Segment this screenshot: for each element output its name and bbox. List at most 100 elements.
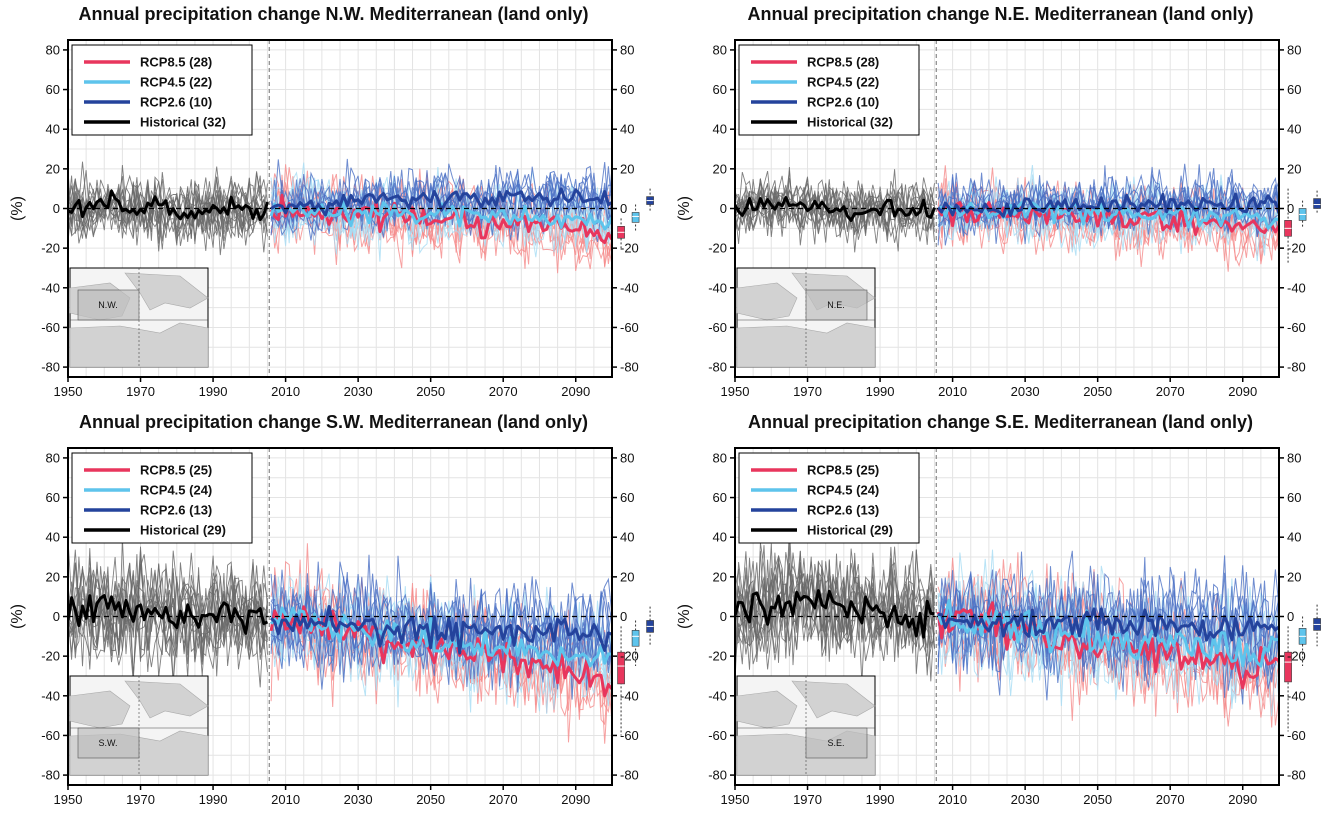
y-tick-label-left: 0: [53, 201, 60, 216]
legend-box: [738, 452, 920, 544]
ensemble-means: [68, 187, 612, 245]
map-landmass: [124, 680, 209, 719]
plot-area: 1950 1970 1990 2010 2030 2050 2070 2090 80 80 60 60…: [9, 39, 654, 399]
boxplot: [1284, 188, 1292, 265]
y-tick-label-left: 20: [46, 161, 60, 176]
y-tick-label-right: 80: [1287, 450, 1301, 465]
y-tick-label-left: 40: [46, 530, 60, 545]
ensemble-member-line: [735, 552, 935, 665]
boxplot-box: [1313, 198, 1321, 209]
y-tick-label-right: -40: [1287, 280, 1306, 295]
legend-box: [738, 44, 920, 136]
ensemble-member-line: [937, 572, 1279, 698]
x-tick-label: 2090: [561, 384, 590, 399]
ensemble-mean-line: [269, 605, 612, 698]
boxplot: [1298, 200, 1307, 229]
legend-label: RCP2.6 (10): [807, 95, 879, 110]
chart-title: Annual precipitation change N.W. Mediter…: [78, 4, 589, 24]
boxplot-box: [631, 630, 640, 647]
map-region-highlight: [805, 727, 868, 759]
ensemble-member-line: [735, 548, 935, 682]
boxplot-box: [631, 212, 640, 223]
ensemble-member-line: [270, 171, 612, 237]
y-tick-label-left: -20: [708, 649, 727, 664]
legend: RCP8.5 (25) RCP4.5 (24) RCP2.6 (13) Histori…: [738, 452, 920, 544]
y-tick-label-left: -20: [41, 241, 60, 256]
ensemble-member-line: [735, 170, 935, 246]
ensemble-member-line: [270, 166, 612, 262]
ensemble-means: [68, 594, 612, 698]
y-tick-label-right: 60: [1287, 82, 1301, 97]
y-tick-label-left: -80: [41, 768, 60, 783]
ensemble-mean-line: [68, 594, 269, 635]
y-tick-label-right: 40: [620, 122, 634, 137]
ensemble-member-line: [68, 550, 268, 683]
map-landmass: [736, 690, 798, 729]
ensemble-member-line: [735, 166, 935, 243]
x-tick-label: 2070: [1156, 384, 1185, 399]
ensemble-member-line: [68, 562, 268, 663]
map-region-label: S.W.: [98, 738, 117, 748]
boxplot: [631, 204, 640, 233]
legend-label: Historical (32): [807, 115, 893, 130]
y-tick-label-right: -60: [620, 320, 639, 335]
ensemble-mean-line: [68, 189, 269, 222]
y-tick-label-left: 80: [713, 450, 727, 465]
x-tick-label: 2070: [489, 792, 518, 807]
x-tick-label: 2090: [1228, 792, 1257, 807]
ensemble-mean-line: [735, 589, 935, 639]
boxplot: [1298, 616, 1307, 667]
x-tick-label: 2050: [1083, 792, 1112, 807]
y-tick-label-left: 40: [713, 122, 727, 137]
x-tick-label: 2030: [344, 384, 373, 399]
y-tick-label-left: -40: [708, 688, 727, 703]
x-tick-label: 2030: [344, 792, 373, 807]
legend: RCP8.5 (25) RCP4.5 (24) RCP2.6 (13) Histori…: [71, 452, 253, 544]
x-tick-label: 2090: [561, 792, 590, 807]
x-tick-label: 2010: [938, 792, 967, 807]
y-tick-label-right: 20: [620, 161, 634, 176]
y-tick-label-left: -20: [708, 241, 727, 256]
boxplot: [1284, 626, 1292, 732]
y-tick-label-left: 0: [720, 201, 727, 216]
legend-label: RCP2.6 (13): [807, 503, 879, 518]
boxplot: [617, 626, 625, 736]
boxplot-box: [1284, 651, 1292, 683]
boxplot: [1313, 604, 1321, 647]
legend-box: [71, 452, 253, 544]
legend-label: RCP4.5 (22): [807, 75, 879, 90]
ensemble-mean-line: [269, 606, 612, 668]
y-tick-label-left: 40: [46, 122, 60, 137]
y-tick-label-left: 60: [46, 490, 60, 505]
y-tick-label-right: 80: [620, 450, 634, 465]
legend-label: RCP4.5 (24): [140, 483, 212, 498]
y-tick-label-right: 0: [620, 201, 627, 216]
x-tick-label: 2010: [271, 792, 300, 807]
y-tick-label-left: -40: [708, 280, 727, 295]
ensemble-member-line: [735, 556, 935, 684]
y-tick-label-right: 40: [1287, 122, 1301, 137]
y-tick-label-right: 80: [620, 42, 634, 57]
ensemble-member-line: [937, 555, 1279, 681]
y-tick-label-left: -80: [708, 360, 727, 375]
legend: RCP8.5 (28) RCP4.5 (22) RCP2.6 (10) Histori…: [738, 44, 920, 136]
y-tick-label-left: 60: [713, 82, 727, 97]
map-region-label: N.E.: [827, 300, 845, 310]
map-landmass: [124, 272, 209, 311]
x-tick-label: 2030: [1011, 792, 1040, 807]
y-axis-label: (%): [9, 196, 26, 221]
y-tick-label-right: -20: [1287, 241, 1306, 256]
region-map-inset: S.W.: [69, 675, 209, 776]
ensemble-member-line: [270, 543, 612, 711]
ensemble-mean-line: [937, 201, 1279, 230]
chart-title: Annual precipitation change S.E. Mediter…: [747, 412, 1254, 432]
ensemble-mean-line: [270, 605, 612, 655]
map-region-highlight: [77, 727, 140, 759]
x-tick-label: 1950: [721, 384, 750, 399]
y-tick-label-left: -80: [708, 768, 727, 783]
y-tick-label-right: 0: [620, 609, 627, 624]
y-tick-label-right: -40: [620, 280, 639, 295]
ensemble-mean-line: [936, 192, 1279, 218]
chart-panel-se: Annual precipitation change S.E. Mediter…: [667, 408, 1334, 815]
legend-label: Historical (29): [140, 523, 226, 538]
